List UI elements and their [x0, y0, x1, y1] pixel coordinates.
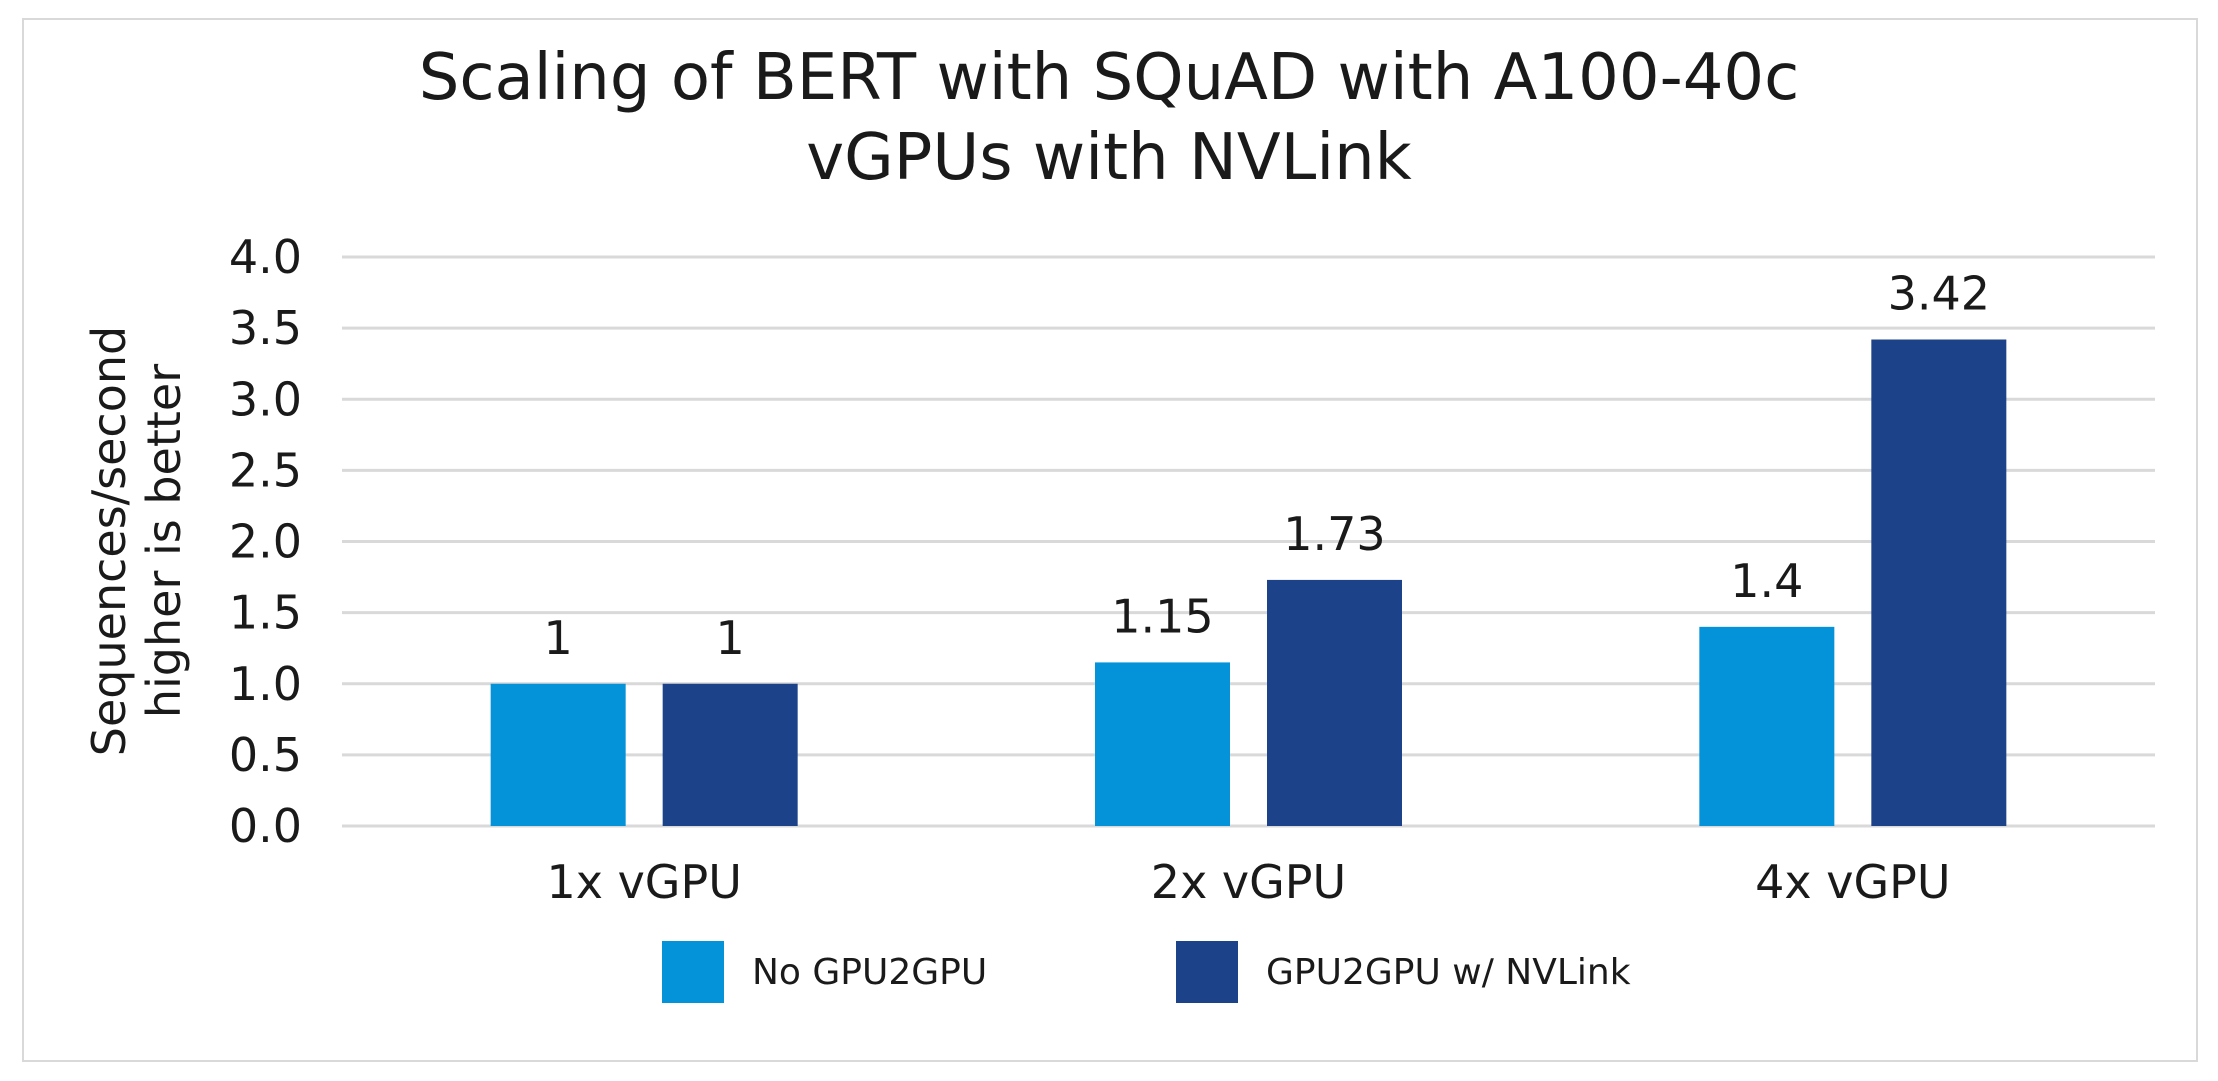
bar: [662, 683, 798, 826]
bar: [1095, 662, 1230, 826]
y-axis-label-line: Sequences/second: [82, 326, 136, 756]
chart-title-line-2: vGPUs with NVLink: [806, 121, 1412, 195]
legend-swatch-no-gpu2gpu: [662, 941, 724, 1003]
legend-item-no-gpu2gpu: No GPU2GPU: [662, 940, 987, 1004]
y-axis-label-line: higher is better: [137, 364, 191, 718]
bar: [1699, 626, 1835, 826]
y-tick-label: 2.5: [229, 443, 302, 497]
legend: No GPU2GPU GPU2GPU w/ NVLink: [0, 940, 2218, 1010]
y-tick-label: 1.0: [229, 657, 302, 711]
legend-item-gpu2gpu-nvlink: GPU2GPU w/ NVLink: [1176, 940, 1631, 1004]
x-tick-label: 1x vGPU: [546, 855, 741, 909]
x-tick-label: 2x vGPU: [1151, 855, 1346, 909]
y-tick-label: 0.0: [229, 799, 302, 853]
chart-title-line-1: Scaling of BERT with SQuAD with A100-40c: [418, 41, 1800, 115]
legend-label-no-gpu2gpu: No GPU2GPU: [752, 951, 988, 993]
legend-label-gpu2gpu-nvlink: GPU2GPU w/ NVLink: [1266, 951, 1631, 993]
y-tick-label: 2.0: [229, 515, 302, 569]
bar: [1871, 339, 2007, 826]
x-tick-label: 4x vGPU: [1755, 855, 1950, 909]
bar: [1267, 579, 1402, 826]
y-tick-label: 3.5: [229, 301, 302, 355]
y-tick-label: 0.5: [229, 728, 302, 782]
data-label: 1: [544, 611, 573, 665]
y-tick-label: 1.5: [229, 586, 302, 640]
bar: [490, 683, 626, 826]
data-label: 1.4: [1730, 554, 1803, 608]
data-label: 1.15: [1111, 589, 1213, 643]
data-label: 1: [716, 611, 745, 665]
data-label: 3.42: [1888, 267, 1990, 321]
chart-title: Scaling of BERT with SQuAD with A100-40c…: [0, 38, 2218, 198]
y-tick-label: 4.0: [229, 230, 302, 284]
legend-swatch-gpu2gpu-nvlink: [1176, 941, 1238, 1003]
y-tick-label: 3.0: [229, 372, 302, 426]
data-label: 1.73: [1283, 507, 1385, 561]
